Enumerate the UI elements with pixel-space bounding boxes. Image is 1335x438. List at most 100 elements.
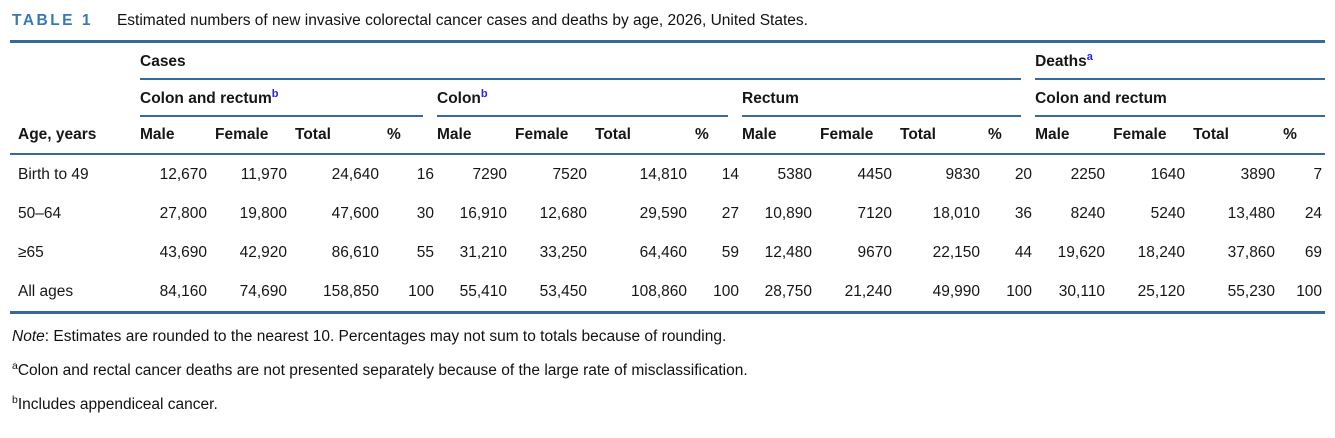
table-cell: 86,610 — [331, 244, 379, 262]
table-cell: 64,460 — [639, 244, 687, 262]
table-cell: 1640 — [1150, 166, 1186, 184]
table-cell: 55,410 — [459, 283, 507, 301]
table-cell: 31,210 — [459, 244, 507, 262]
row-label: 50–64 — [18, 205, 62, 223]
subgroup-sup: b — [271, 88, 279, 101]
table-caption: Estimated numbers of new invasive colore… — [116, 12, 808, 29]
column-header-row: Age, years Male Female Total % Male Fema… — [10, 117, 1326, 156]
table-cell: 37,860 — [1227, 244, 1276, 262]
col-header-pct: % — [695, 117, 742, 156]
table-cell: 18,010 — [932, 205, 980, 223]
data-table: Cases Deathsa Colon and rectumb Colonb R… — [10, 40, 1326, 315]
table-cell: 14 — [721, 166, 739, 184]
table-cell: 30 — [416, 205, 434, 223]
table-cell: 43,690 — [159, 244, 207, 262]
subgroup-header-spacer — [10, 80, 140, 117]
table-cell: 36 — [1014, 205, 1033, 223]
col-header-male: Male — [140, 117, 215, 156]
deaths-label: Deaths — [1035, 53, 1087, 71]
col-header-pct: % — [988, 117, 1036, 156]
table-cell: 16 — [416, 166, 434, 184]
footnote-a: aColon and rectal cancer deaths are not … — [12, 357, 1323, 380]
subgroup-label: Rectum — [742, 90, 799, 108]
table-cell: 69 — [1304, 244, 1323, 262]
table-cell: 20 — [1014, 166, 1033, 184]
table-cell: 16,910 — [459, 205, 507, 223]
table-row-all-ages: All ages 84,160 74,690 158,850 100 55,41… — [10, 272, 1325, 311]
table-cell: 5380 — [777, 166, 812, 184]
table-cell: 2250 — [1070, 166, 1106, 184]
table-cell: 108,860 — [630, 283, 687, 301]
table-cell: 12,680 — [539, 205, 587, 223]
col-header-total: Total — [295, 117, 387, 156]
table-cell: 9670 — [857, 244, 892, 262]
col-header-male: Male — [742, 117, 820, 156]
table-cell: 18,240 — [1137, 244, 1186, 262]
subgroup-label: Colon and rectum — [1035, 90, 1167, 108]
table-cell: 7290 — [472, 166, 507, 184]
footnote-note: Note: Estimates are rounded to the neare… — [12, 327, 1323, 346]
table-cell: 22,150 — [932, 244, 980, 262]
table-cell: 30,110 — [1058, 283, 1106, 301]
table-cell: 3890 — [1240, 166, 1276, 184]
table-cell: 84,160 — [159, 283, 207, 301]
row-label: All ages — [18, 283, 74, 301]
table-cell: 42,920 — [239, 244, 287, 262]
table-cell: 24 — [1304, 205, 1323, 223]
table-cell: 158,850 — [322, 283, 379, 301]
footnotes: Note: Estimates are rounded to the neare… — [10, 314, 1323, 414]
row-label: Birth to 49 — [18, 166, 89, 184]
table-cell: 100 — [713, 283, 739, 301]
footnote-b-text: Includes appendiceal cancer. — [17, 396, 218, 414]
table-cell: 47,600 — [331, 205, 379, 223]
table-cell: 59 — [721, 244, 739, 262]
table-cell: 12,670 — [159, 166, 207, 184]
deaths-sup: a — [1086, 51, 1093, 63]
table-cell: 27,800 — [159, 205, 207, 223]
col-header-female: Female — [215, 117, 295, 156]
table-cell: 100 — [1006, 283, 1033, 301]
col-header-pct: % — [1283, 117, 1326, 156]
table-cell: 74,690 — [239, 283, 287, 301]
table-cell: 100 — [408, 283, 434, 301]
note-prefix: Note — [12, 328, 45, 346]
subgroup-header-row: Colon and rectumb Colonb Rectum Colon an… — [10, 80, 1326, 118]
table-cell: 7 — [1313, 166, 1323, 184]
table-cell: 19,620 — [1057, 244, 1106, 262]
table-cell: 7520 — [552, 166, 587, 184]
col-header-age: Age, years — [10, 117, 140, 156]
subgroup-sup: b — [480, 88, 488, 101]
table-cell: 19,800 — [239, 205, 287, 223]
table-cell: 33,250 — [539, 244, 587, 262]
footnote-a-text: Colon and rectal cancer deaths are not p… — [17, 362, 748, 380]
subgroup-colon: Colonb — [437, 80, 742, 118]
footnote-a-marker: a — [12, 360, 18, 373]
col-header-female: Female — [515, 117, 595, 156]
table-cell: 24,640 — [331, 166, 379, 184]
col-header-female: Female — [820, 117, 900, 156]
cases-label: Cases — [140, 53, 186, 71]
col-header-pct: % — [387, 117, 437, 156]
table-cell: 28,750 — [764, 283, 812, 301]
table-titlebar: TABLE 1 Estimated numbers of new invasiv… — [10, 8, 1323, 40]
table-cell: 9830 — [945, 166, 980, 184]
col-header-female: Female — [1113, 117, 1194, 156]
table-cell: 5240 — [1150, 205, 1186, 223]
col-header-total: Total — [595, 117, 695, 156]
table-row-50-64: 50–64 27,800 19,800 47,600 30 16,910 12,… — [10, 194, 1325, 233]
table-cell: 4450 — [857, 166, 892, 184]
table-row-birth-to-49: Birth to 49 12,670 11,970 24,640 16 7290… — [10, 155, 1325, 194]
table-cell: 44 — [1014, 244, 1033, 262]
subgroup-rectum: Rectum — [742, 80, 1035, 118]
col-header-male: Male — [437, 117, 515, 156]
subgroup-colon-and-rectum-deaths: Colon and rectum — [1035, 80, 1326, 118]
group-header-row: Cases Deathsa — [10, 43, 1326, 81]
col-header-total: Total — [900, 117, 988, 156]
footnote-b-marker: b — [12, 394, 18, 407]
col-header-total: Total — [1193, 117, 1284, 156]
subgroup-label: Colon — [437, 90, 481, 108]
table-cell: 55 — [416, 244, 434, 262]
subgroup-label: Colon and rectum — [140, 90, 272, 108]
group-header-spacer — [10, 43, 140, 80]
col-header-male: Male — [1035, 117, 1114, 156]
